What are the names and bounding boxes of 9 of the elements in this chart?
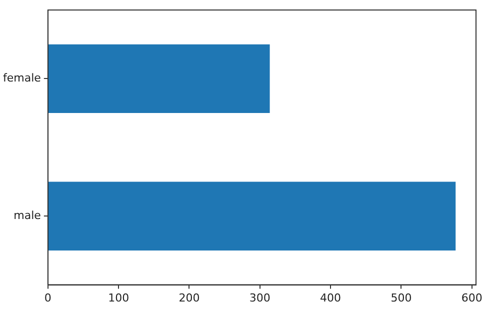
x-tick-label: 300	[249, 291, 270, 304]
x-tick-label: 400	[320, 291, 342, 304]
x-tick-label: 0	[44, 291, 52, 304]
y-tick-label: female	[3, 72, 42, 85]
x-tick-label: 500	[390, 291, 412, 304]
y-tick-label: male	[14, 208, 42, 222]
x-tick-label: 600	[461, 291, 482, 304]
x-tick-label: 200	[178, 291, 200, 304]
x-tick-label: 100	[108, 291, 130, 304]
